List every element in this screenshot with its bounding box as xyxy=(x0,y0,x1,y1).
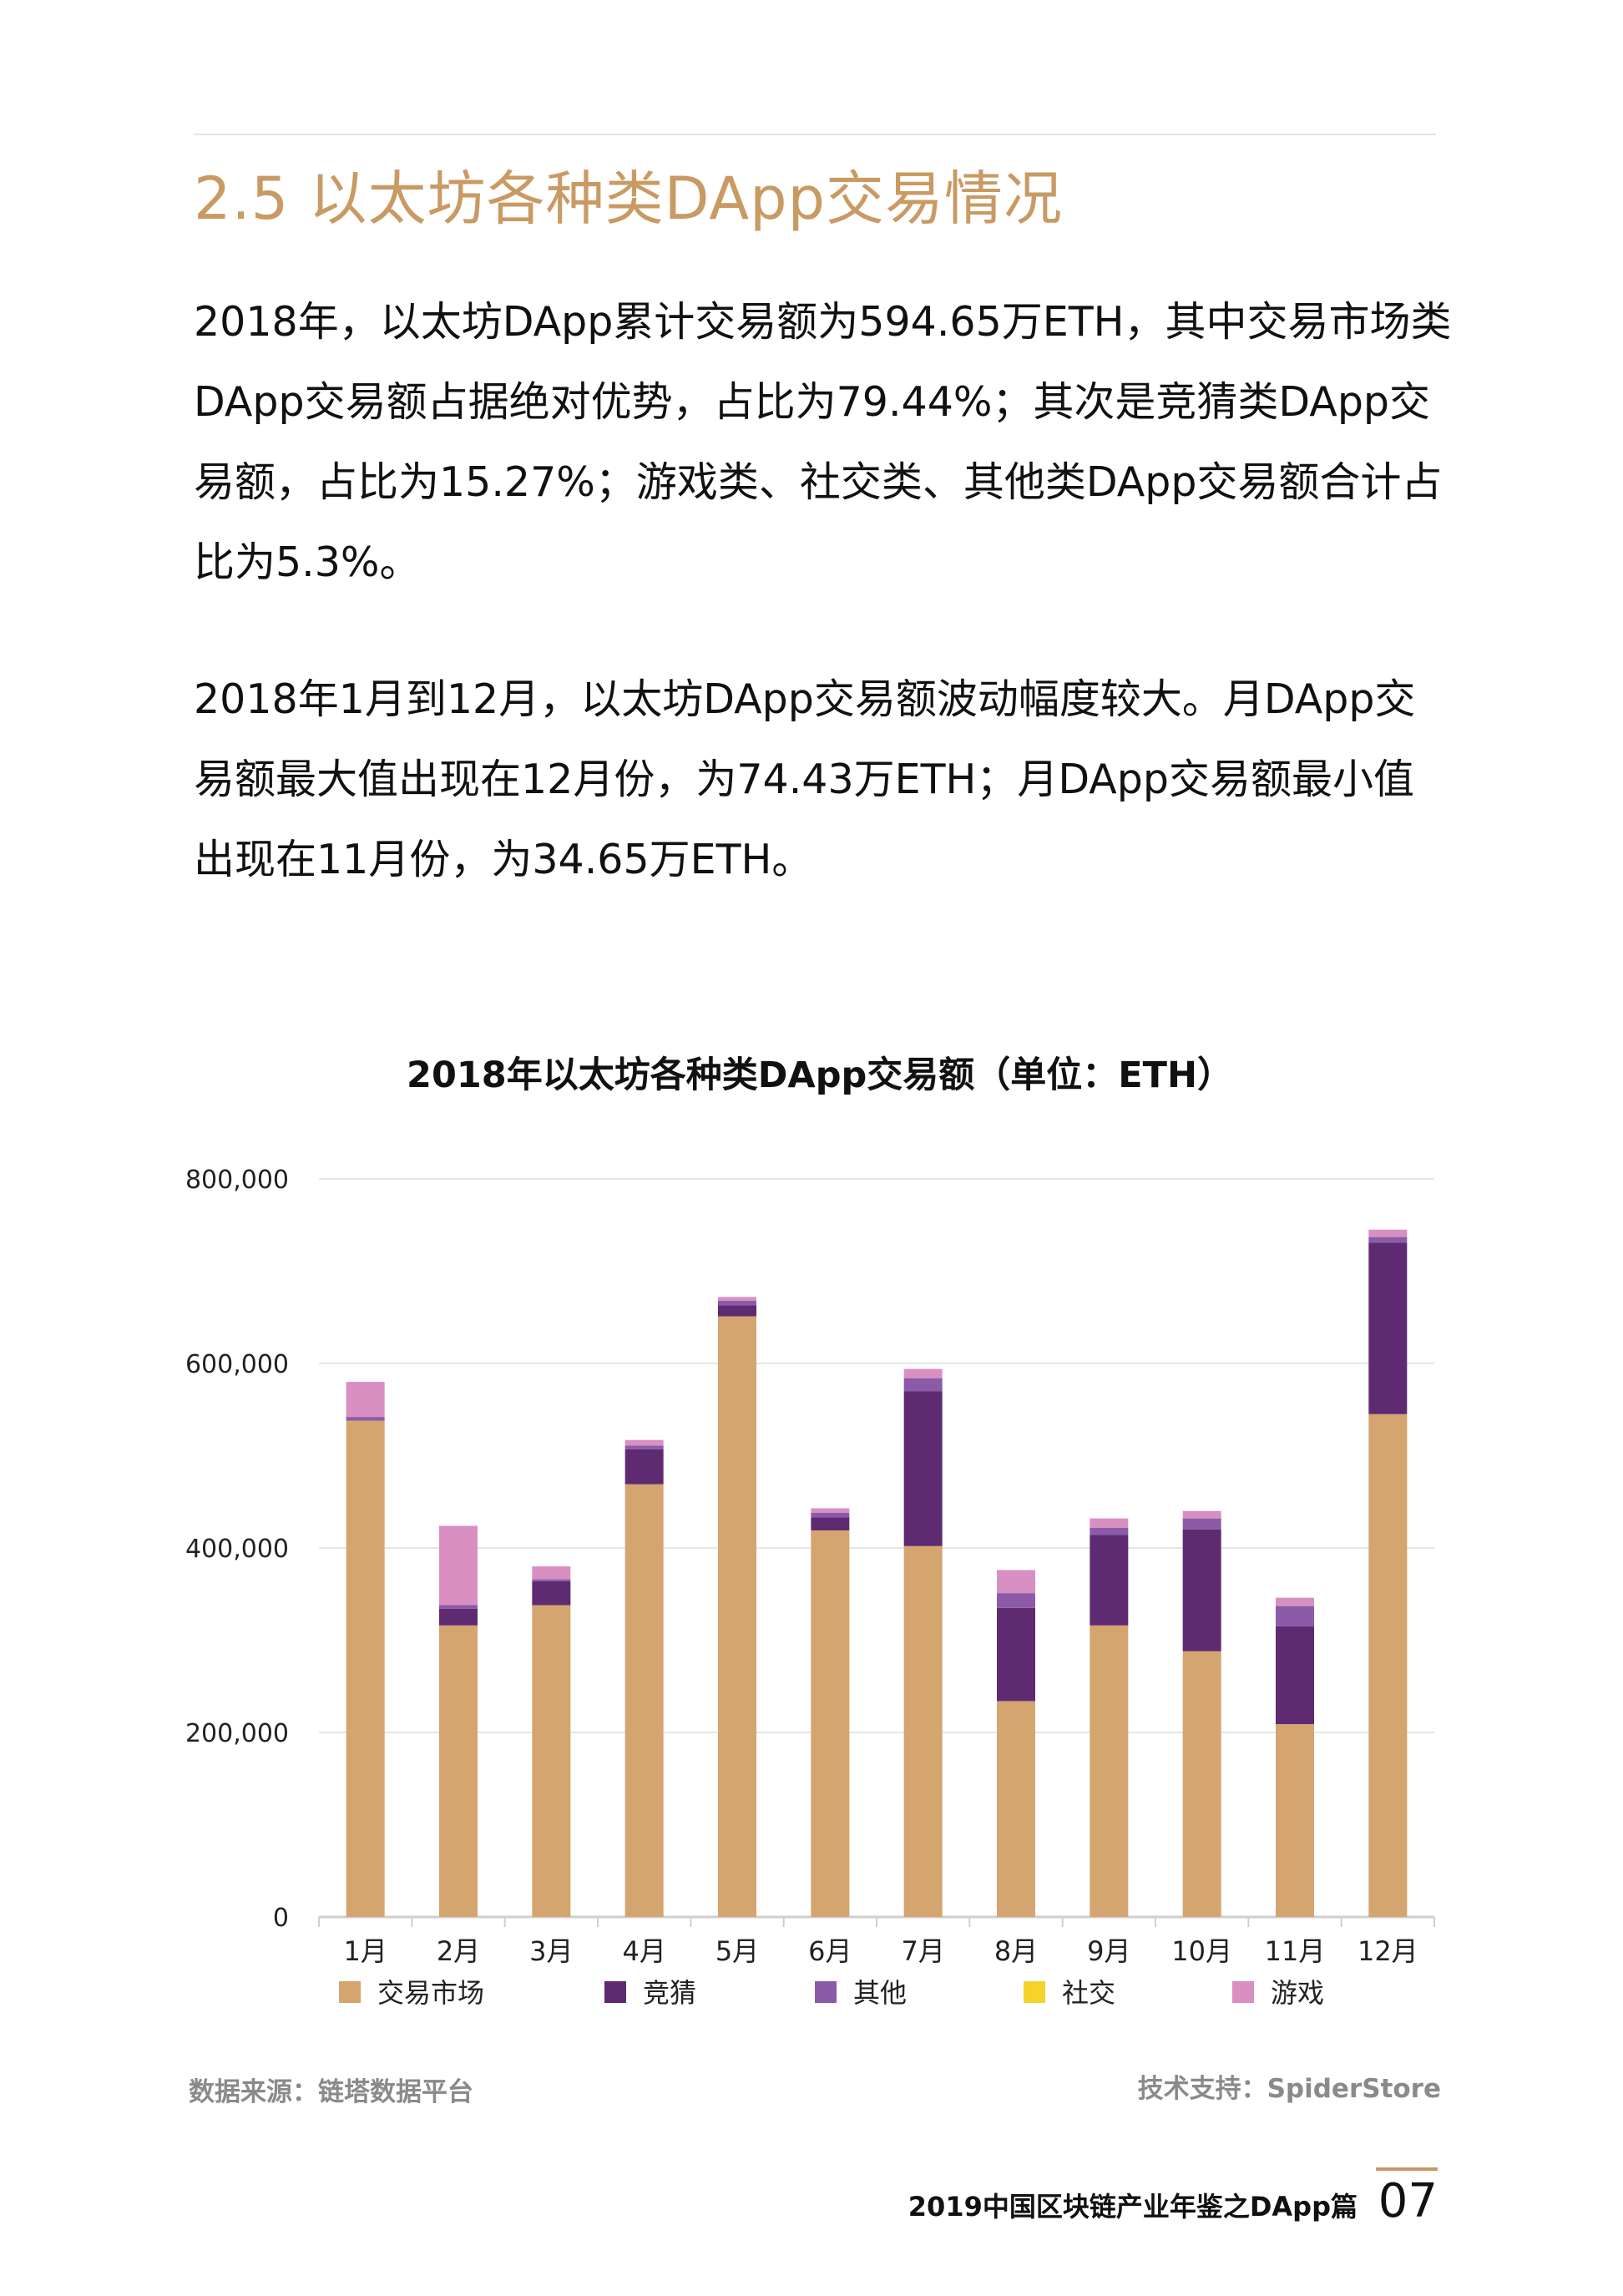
bar-segment xyxy=(811,1517,850,1531)
top-divider xyxy=(194,134,1436,135)
y-axis-ticks: 0 200,000 400,000 600,000 800,000 xyxy=(185,1166,289,1933)
x-axis-ticks: 1月 2月 3月 4月 5月 6月 7月 8月 9月 10月 11月 12月 xyxy=(318,1917,1435,1967)
bar-segment xyxy=(1368,1237,1408,1243)
x-tick-label: 12月 xyxy=(1358,1935,1418,1967)
bar-segment xyxy=(1182,1651,1221,1917)
bar-segment xyxy=(1090,1535,1129,1626)
bar-segment xyxy=(532,1579,571,1581)
page-number: 07 xyxy=(1378,2174,1438,2228)
bar-segment xyxy=(1182,1510,1221,1519)
bar-segment xyxy=(624,1484,664,1917)
bar-segment xyxy=(532,1566,571,1580)
bar-segment xyxy=(346,1420,385,1917)
bar-segment xyxy=(1276,1606,1314,1626)
section-title: 2.5 以太坊各种类DApp交易情况 xyxy=(194,164,1063,233)
bar-segment xyxy=(1276,1626,1314,1725)
bar-segment xyxy=(1276,1724,1314,1917)
bar-segment xyxy=(718,1297,756,1301)
y-tick-label: 200,000 xyxy=(185,1719,289,1748)
bar-segment xyxy=(439,1608,478,1626)
bar-segment xyxy=(439,1605,478,1609)
bar-segment xyxy=(997,1701,1035,1917)
chart-bars xyxy=(346,1229,1408,1917)
bar-segment xyxy=(997,1607,1035,1702)
x-tick-label: 7月 xyxy=(901,1935,944,1967)
bar-segment xyxy=(997,1570,1035,1594)
bar-segment xyxy=(1276,1597,1314,1606)
footer-accent-rule xyxy=(1376,2167,1438,2171)
bar-segment xyxy=(1182,1529,1221,1651)
x-tick-label: 11月 xyxy=(1265,1935,1326,1967)
legend-swatch xyxy=(339,1981,361,2003)
paragraph-2: 2018年1月到12月，以太坊DApp交易额波动幅度较大。月DApp交易额最大值… xyxy=(194,675,1416,883)
bar-segment xyxy=(439,1525,478,1606)
legend-item: 交易市场 xyxy=(339,1977,484,2009)
bar-segment xyxy=(346,1382,385,1418)
bar-segment xyxy=(1368,1229,1408,1237)
chart-container: 2018年以太坊各种类DApp交易额（单位：ETH） 0 200,000 400,0… xyxy=(0,1035,1623,2121)
bar-segment xyxy=(903,1545,943,1917)
bar-segment xyxy=(532,1605,571,1917)
y-tick-label: 400,000 xyxy=(185,1535,289,1564)
bar-segment xyxy=(811,1513,850,1518)
x-tick-label: 10月 xyxy=(1171,1935,1232,1967)
bar-segment xyxy=(1368,1414,1408,1917)
bar-segment xyxy=(718,1300,756,1306)
y-tick-label: 800,000 xyxy=(185,1166,289,1195)
bar-segment xyxy=(624,1445,664,1449)
bar-segment xyxy=(903,1378,943,1392)
legend-swatch xyxy=(815,1981,837,2003)
tech-support-note: 技术支持：SpiderStore xyxy=(1137,2074,1441,2104)
y-tick-label: 0 xyxy=(273,1904,289,1933)
legend-swatch xyxy=(1024,1981,1045,2003)
bar-segment xyxy=(624,1439,664,1446)
bar-segment xyxy=(1182,1518,1221,1530)
bar-segment xyxy=(346,1417,385,1421)
legend-item: 社交 xyxy=(1024,1977,1115,2009)
bar-segment xyxy=(997,1593,1035,1608)
legend-item: 游戏 xyxy=(1232,1977,1324,2009)
x-tick-label: 4月 xyxy=(622,1935,665,1967)
x-tick-label: 3月 xyxy=(529,1935,573,1967)
bar-segment xyxy=(1368,1242,1408,1414)
x-tick-label: 1月 xyxy=(343,1935,387,1967)
legend-label: 社交 xyxy=(1062,1977,1115,2009)
bar-segment xyxy=(718,1305,756,1317)
legend-item: 竞猜 xyxy=(604,1977,696,2009)
chart-title: 2018年以太坊各种类DApp交易额（单位：ETH） xyxy=(407,1054,1233,1096)
bar-segment xyxy=(903,1391,943,1546)
legend-label: 交易市场 xyxy=(377,1977,484,2009)
bar-segment xyxy=(439,1625,478,1917)
book-title: 2019中国区块链产业年鉴之DApp篇 xyxy=(908,2191,1358,2223)
paragraph-1: 2018年，以太坊DApp累计交易额为594.65万ETH，其中交易市场类DAp… xyxy=(194,298,1452,586)
x-tick-label: 2月 xyxy=(437,1935,480,1967)
legend-swatch xyxy=(604,1981,626,2003)
legend-label: 竞猜 xyxy=(643,1977,696,2009)
bar-segment xyxy=(1090,1518,1129,1528)
bar-segment xyxy=(811,1508,850,1514)
x-tick-label: 6月 xyxy=(808,1935,852,1967)
bar-segment xyxy=(811,1530,850,1917)
legend-swatch xyxy=(1232,1981,1254,2003)
bar-segment xyxy=(532,1580,571,1606)
bar-segment xyxy=(1090,1527,1129,1535)
bar-segment xyxy=(718,1316,756,1917)
y-tick-label: 600,000 xyxy=(185,1350,289,1379)
x-tick-label: 9月 xyxy=(1087,1935,1130,1967)
legend-label: 游戏 xyxy=(1271,1977,1324,2009)
x-tick-label: 5月 xyxy=(715,1935,759,1967)
legend-label: 其他 xyxy=(853,1977,907,2009)
stacked-bar-chart: 2018年以太坊各种类DApp交易额（单位：ETH） 0 200,000 400,0… xyxy=(185,1054,1435,2009)
legend-item: 其他 xyxy=(815,1977,907,2009)
bar-segment xyxy=(1090,1625,1129,1917)
x-tick-label: 8月 xyxy=(994,1935,1038,1967)
chart-legend: 交易市场 竞猜 其他 社交 游戏 xyxy=(339,1977,1324,2009)
bar-segment xyxy=(624,1449,664,1484)
bar-segment xyxy=(903,1368,943,1378)
chart-grid xyxy=(319,1178,1434,1919)
data-source-note: 数据来源：链塔数据平台 xyxy=(189,2077,473,2107)
